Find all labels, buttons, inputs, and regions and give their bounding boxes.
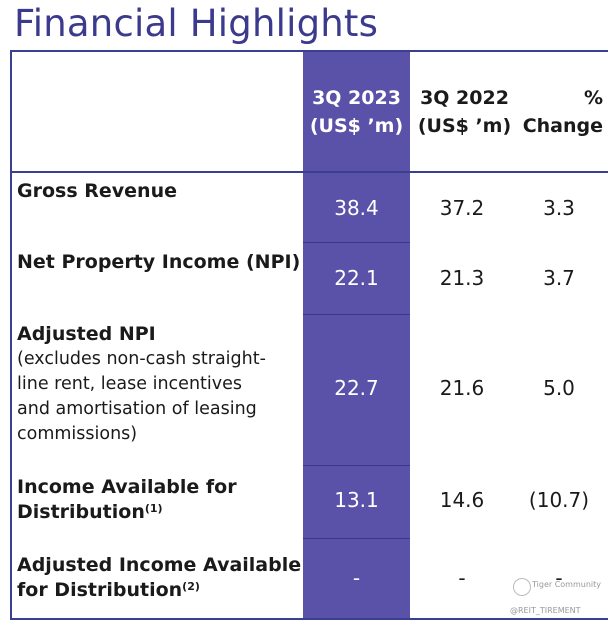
- row-divider: [303, 242, 410, 243]
- row-label-note: and amortisation of leasing: [17, 399, 257, 419]
- row-label-main: Adjusted NPI: [17, 323, 156, 345]
- column-header-line: 3Q 2022: [420, 87, 509, 109]
- cell-prior: 21.3: [439, 266, 485, 290]
- column-header-line: Change: [522, 115, 603, 137]
- row-divider: [303, 465, 410, 466]
- column-header-line: (US$ ’m): [417, 115, 512, 137]
- table-top-border: [10, 50, 608, 52]
- footnote-marker: (2): [182, 580, 200, 593]
- cell-change: -: [555, 566, 563, 590]
- row-label-note: commissions): [17, 424, 138, 444]
- watermark-text: Tiger Community: [532, 580, 601, 589]
- cell-current: 22.7: [334, 376, 379, 400]
- cell-change: 3.7: [543, 266, 575, 290]
- row-label-line: Adjusted Income Available: [17, 554, 302, 576]
- watermark-logo-icon: [513, 578, 531, 596]
- cell-current: 38.4: [334, 196, 379, 220]
- cell-prior: 14.6: [439, 488, 485, 512]
- cell-current: -: [352, 566, 361, 590]
- row-label-npi: Net Property Income (NPI): [17, 251, 301, 273]
- row-label-note: (excludes non-cash straight-: [17, 349, 266, 369]
- column-header-3q2023: 3Q 2023 (US$ ’m): [303, 84, 410, 140]
- column-header-line: %: [583, 87, 603, 109]
- header-divider: [12, 171, 608, 173]
- table-left-border: [10, 50, 12, 620]
- row-label-line: for Distribution(2): [17, 578, 303, 603]
- row-label-text: for Distribution: [17, 579, 183, 601]
- column-header-change: % Change: [515, 84, 603, 140]
- row-label-income-available: Income Available for Distribution(1): [17, 475, 303, 525]
- cell-prior: 21.6: [439, 376, 485, 400]
- column-header-line: (US$ ’m): [309, 115, 404, 137]
- row-label-line: Distribution(1): [17, 500, 303, 525]
- cell-change: (10.7): [528, 488, 590, 512]
- row-label-gross-revenue: Gross Revenue: [17, 180, 177, 202]
- row-label-adjusted-npi: Adjusted NPI (excludes non-cash straight…: [17, 322, 303, 447]
- column-header-3q2022: 3Q 2022 (US$ ’m): [412, 84, 517, 140]
- row-label-adjusted-income-available: Adjusted Income Available for Distributi…: [17, 553, 303, 603]
- cell-prior: 37.2: [439, 196, 485, 220]
- column-header-line: 3Q 2023: [312, 87, 401, 109]
- watermark-handle: @REIT_TIREMENT: [510, 606, 581, 615]
- row-label-text: Distribution: [17, 501, 145, 523]
- table-bottom-border: [10, 618, 608, 620]
- cell-prior: -: [458, 566, 466, 590]
- row-label-note: line rent, lease incentives: [17, 374, 242, 394]
- footnote-marker: (1): [144, 502, 163, 515]
- highlight-column: [303, 52, 410, 618]
- row-divider: [303, 538, 410, 539]
- row-label-line: Income Available for: [17, 476, 237, 498]
- cell-current: 13.1: [334, 488, 379, 512]
- cell-current: 22.1: [334, 266, 379, 290]
- row-divider: [303, 314, 410, 315]
- cell-change: 3.3: [543, 196, 575, 220]
- cell-change: 5.0: [543, 376, 575, 400]
- page-title: Financial Highlights: [14, 2, 379, 45]
